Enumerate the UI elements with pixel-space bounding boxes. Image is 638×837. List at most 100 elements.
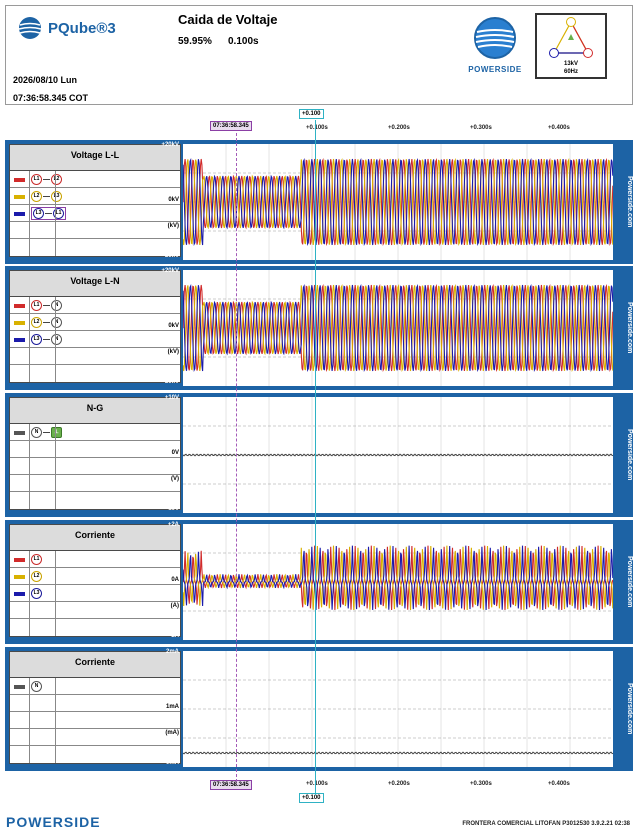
powerside-url: Powerside.com xyxy=(626,429,633,481)
offset-cursor-label[interactable]: +0.100 xyxy=(299,109,324,119)
top-time-axis: 07:36:58.345 +0.100 +0.100s +0.200s +0.3… xyxy=(183,109,613,135)
legend-current-neutral: Corriente N xyxy=(9,651,181,764)
y-axis-label: (kV) xyxy=(167,223,179,229)
color-swatch xyxy=(14,304,25,308)
color-swatch xyxy=(14,558,25,562)
panel-current-phase: Corriente L1 L2 L3 +2A 0A (A) -2A Powers… xyxy=(5,520,633,644)
powerside-url: Powerside.com xyxy=(626,302,633,354)
waveform-plot-current-phase[interactable] xyxy=(183,524,613,640)
color-swatch xyxy=(14,592,25,596)
waveform-plot-neutral-ground[interactable] xyxy=(183,397,613,513)
panel-title: Corriente xyxy=(10,525,180,551)
channel-label: N ⊥ xyxy=(31,427,62,438)
channel-label: L2 xyxy=(31,571,42,582)
channel-label: L3 N xyxy=(31,334,62,345)
waveform-trace xyxy=(183,284,613,372)
powerside-url: Powerside.com xyxy=(626,176,633,228)
time-tick: +0.400s xyxy=(548,781,570,787)
panel-title: N-G xyxy=(10,398,180,424)
legend-row: L1 N xyxy=(10,297,180,314)
delta-frequency: 60Hz xyxy=(563,69,578,75)
time-tick: +0.100s xyxy=(306,125,328,131)
event-time-cursor-label[interactable]: 07:36:58.345 xyxy=(210,780,252,790)
waveform-trace xyxy=(183,453,613,457)
powerside-logo: POWERSIDE xyxy=(460,16,530,74)
y-axis-label: 0V xyxy=(171,450,179,456)
waveform-svg xyxy=(183,397,613,513)
legend-current-phase: Corriente L1 L2 L3 xyxy=(9,524,181,637)
node-icon: N xyxy=(51,300,62,311)
y-axis-label: -20kV xyxy=(162,379,179,385)
waveform-svg xyxy=(183,651,613,767)
footer-info: FRONTERA COMERCIAL LITOFAN P3012530 3.9.… xyxy=(462,821,630,827)
channel-label: L2 L3 xyxy=(31,191,62,202)
y-axis-label: 0mA xyxy=(165,760,179,766)
bottom-time-axis: 07:36:58.345 +0.100 +0.100s +0.200s +0.3… xyxy=(183,775,613,803)
event-time-cursor-line[interactable] xyxy=(236,133,237,782)
color-swatch xyxy=(14,212,25,216)
node-icon: L2 xyxy=(31,571,42,582)
legend-voltage-ll: Voltage L-L L1 L2 L2 L3 L3 L1 xyxy=(9,144,181,257)
y-axis-label: (V) xyxy=(171,476,179,482)
y-axis-label: (mA) xyxy=(165,730,179,736)
y-axis-label: 1mA xyxy=(165,704,179,710)
waveform-svg xyxy=(183,524,613,640)
y-axis-label: +2A xyxy=(167,522,179,528)
node-icon: L2 xyxy=(31,191,42,202)
powerside-brand: POWERSIDE xyxy=(468,65,522,74)
legend-row: N xyxy=(10,678,180,695)
node-icon: L1 xyxy=(31,554,42,565)
powerside-url: Powerside.com xyxy=(626,683,633,735)
waveform-plot-voltage-ln[interactable] xyxy=(183,270,613,386)
time-tick: +0.400s xyxy=(548,125,570,131)
event-header: PQube®3 Caida de Voltaje 59.95% 0.100s 2… xyxy=(5,5,633,105)
y-axis-label: 2mA xyxy=(165,649,179,655)
y-axis-label: +20kV xyxy=(161,142,179,148)
panel-voltage-ln: Voltage L-N L1 N L2 N L3 N +20kV 0kV (kV) -… xyxy=(5,266,633,390)
color-swatch xyxy=(14,431,25,435)
waveform-trace xyxy=(183,545,613,611)
powerside-globe-icon xyxy=(474,17,516,59)
y-axis-label: 0kV xyxy=(168,197,179,203)
node-icon: L2 xyxy=(51,174,62,185)
node-icon: L2 xyxy=(31,317,42,328)
legend-row: L2 N xyxy=(10,314,180,331)
waveform-plot-current-neutral[interactable] xyxy=(183,651,613,767)
app-name: PQube®3 xyxy=(48,19,116,37)
legend-row: L3 xyxy=(10,585,180,602)
waveform-trace xyxy=(183,158,613,246)
time-tick: +0.300s xyxy=(470,125,492,131)
channel-label: L3 xyxy=(31,588,42,599)
legend-row: N ⊥ xyxy=(10,424,180,441)
node-icon: L3 xyxy=(31,588,42,599)
node-icon: L1 xyxy=(53,208,64,219)
event-title: Caida de Voltaje xyxy=(178,12,278,27)
offset-cursor-label[interactable]: +0.100 xyxy=(299,793,324,803)
y-axis-label: -2A xyxy=(169,633,179,639)
event-magnitude: 59.95% xyxy=(178,36,212,47)
node-icon: L1 xyxy=(31,174,42,185)
channel-label: L2 N xyxy=(31,317,62,328)
time-tick: +0.200s xyxy=(388,781,410,787)
event-time-cursor-label[interactable]: 07:36:58.345 xyxy=(210,121,252,131)
pqube-logo: PQube®3 xyxy=(18,16,116,40)
ground-icon: ⊥ xyxy=(51,427,62,438)
delta-voltage: 13kV xyxy=(563,61,578,67)
event-duration: 0.100s xyxy=(228,36,259,47)
panel-title: Voltage L-L xyxy=(10,145,180,171)
waveform-svg xyxy=(183,144,613,260)
time-tick: +0.100s xyxy=(306,781,328,787)
legend-row: L2 L3 xyxy=(10,188,180,205)
powerside-url: Powerside.com xyxy=(626,556,633,608)
panel-voltage-ll: Voltage L-L L1 L2 L2 L3 L3 L1 +20kV 0kV (kV… xyxy=(5,140,633,264)
waveform-plot-voltage-ll[interactable] xyxy=(183,144,613,260)
panel-title: Corriente xyxy=(10,652,180,678)
channel-label: L1 N xyxy=(31,300,62,311)
offset-cursor-line[interactable] xyxy=(315,120,316,795)
channel-label: N xyxy=(31,681,42,692)
node-icon: N xyxy=(31,681,42,692)
color-swatch xyxy=(14,685,25,689)
node-icon: N xyxy=(31,427,42,438)
waveform-trace xyxy=(183,158,613,246)
channel-label: L1 xyxy=(31,554,42,565)
